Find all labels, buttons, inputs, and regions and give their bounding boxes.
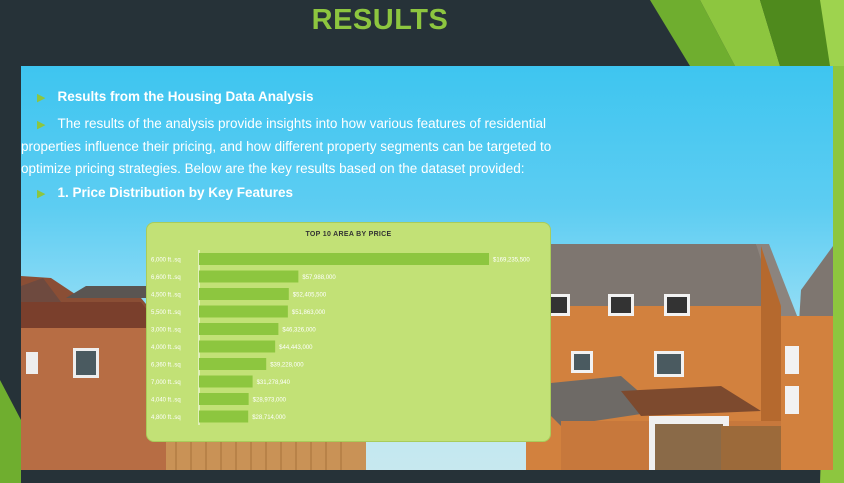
chart-title: TOP 10 AREA BY PRICE xyxy=(305,231,392,238)
category-label: 6,360 ft..sq xyxy=(151,363,181,369)
bar xyxy=(199,305,288,318)
bullet-text: Results from the Housing Data Analysis xyxy=(57,89,314,104)
bar xyxy=(199,340,276,353)
bullet-arrow-icon: ▶ xyxy=(37,188,46,200)
bar xyxy=(199,410,249,423)
data-label: $28,973,000 xyxy=(253,398,287,404)
data-label: $28,714,000 xyxy=(252,415,286,421)
chart-plot: 6,000 ft..sq $169,235,500 6,600 ft..sq $57,… xyxy=(151,250,530,425)
bullet-text: 1. Price Distribution by Key Features xyxy=(57,185,294,200)
bullet-text-line-3: optimize pricing strategies. Below are t… xyxy=(21,161,525,176)
bar xyxy=(199,270,299,283)
bar xyxy=(199,393,249,405)
houses-scene xyxy=(21,244,833,470)
category-label: 3,000 ft..sq xyxy=(151,328,181,334)
data-label: $169,235,500 xyxy=(493,258,530,264)
bullet-results-heading: ▶ Results from the Housing Data Analysis xyxy=(37,86,314,109)
category-label: 7,000 ft..sq xyxy=(151,380,181,386)
category-label: 4,040 ft..sq xyxy=(151,398,181,404)
bar xyxy=(199,253,489,265)
bar xyxy=(199,323,279,335)
bullet-results-description: ▶ The results of the analysis provide ins… xyxy=(21,113,677,180)
bullet-text-line-2: properties influence their pricing, and … xyxy=(21,139,552,154)
data-label: $57,988,000 xyxy=(302,275,336,281)
data-label: $31,278,940 xyxy=(257,380,291,386)
bullet-price-distribution: ▶ 1. Price Distribution by Key Features xyxy=(37,182,293,205)
category-label: 6,000 ft..sq xyxy=(151,258,181,264)
bullet-arrow-icon: ▶ xyxy=(37,92,46,104)
data-label: $39,228,000 xyxy=(270,363,304,369)
data-label: $52,405,500 xyxy=(293,293,327,299)
data-label: $51,863,000 xyxy=(292,310,326,316)
top-10-area-chart: TOP 10 AREA BY PRICE 6,000 ft..sq $169,23… xyxy=(146,222,551,442)
slide-title: RESULTS xyxy=(311,4,449,36)
data-label: $44,443,000 xyxy=(279,345,313,351)
content-text: ▶ Results from the Housing Data Analysis … xyxy=(21,66,833,206)
bar xyxy=(199,358,267,370)
data-label: $46,326,000 xyxy=(282,328,316,334)
bullet-arrow-icon: ▶ xyxy=(37,119,46,131)
category-label: 4,500 ft..sq xyxy=(151,293,181,299)
bar xyxy=(199,375,253,388)
bar xyxy=(199,288,289,300)
category-label: 4,000 ft..sq xyxy=(151,345,181,351)
bullet-text-line-1: The results of the analysis provide insi… xyxy=(57,116,546,131)
category-label: 5,500 ft..sq xyxy=(151,310,181,316)
category-label: 6,600 ft..sq xyxy=(151,275,181,281)
category-label: 4,800 ft..sq xyxy=(151,415,181,421)
